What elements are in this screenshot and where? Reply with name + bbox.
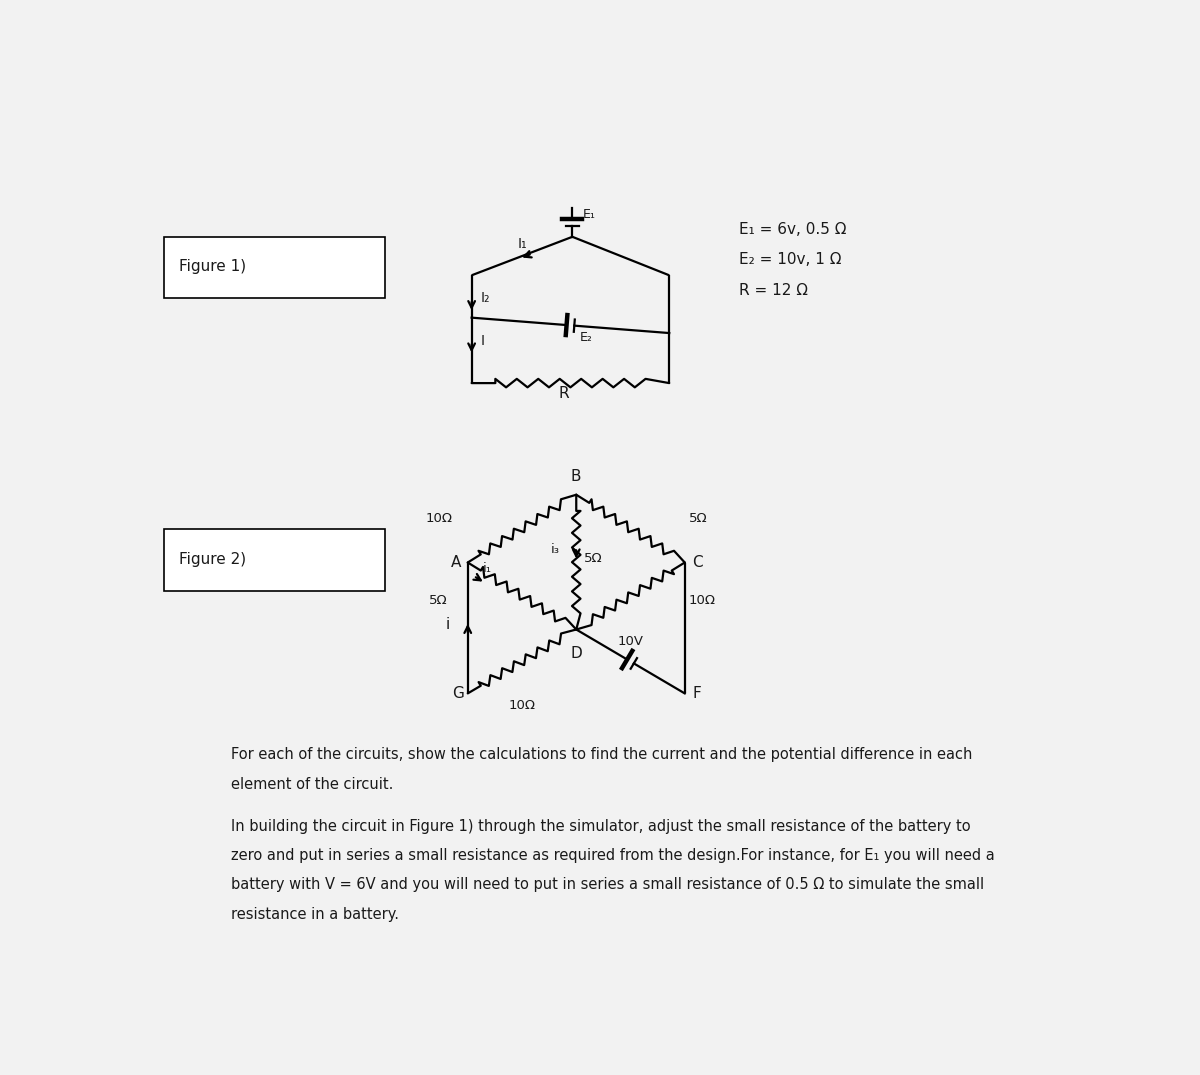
Text: For each of the circuits, show the calculations to find the current and the pote: For each of the circuits, show the calcu… (232, 747, 973, 762)
Text: element of the circuit.: element of the circuit. (232, 776, 394, 791)
Text: B: B (571, 469, 582, 484)
Text: I₂: I₂ (481, 291, 491, 305)
Text: R = 12 Ω: R = 12 Ω (739, 283, 808, 298)
Text: 10V: 10V (618, 635, 643, 648)
Text: G: G (452, 686, 464, 701)
Text: resistance in a battery.: resistance in a battery. (232, 906, 400, 921)
Text: i₃: i₃ (551, 543, 559, 556)
Text: E₂: E₂ (580, 331, 593, 344)
Text: R: R (559, 387, 570, 401)
Text: E₁: E₁ (582, 207, 595, 220)
FancyBboxPatch shape (164, 236, 385, 299)
Text: 5Ω: 5Ω (430, 593, 448, 606)
Text: battery with V = 6V and you will need to put in series a small resistance of 0.5: battery with V = 6V and you will need to… (232, 877, 984, 892)
Text: F: F (692, 686, 701, 701)
Text: 5Ω: 5Ω (584, 553, 602, 565)
FancyBboxPatch shape (164, 529, 385, 591)
Text: In building the circuit in Figure 1) through the simulator, adjust the small res: In building the circuit in Figure 1) thr… (232, 819, 971, 834)
Text: 10Ω: 10Ω (425, 513, 452, 526)
Text: Figure 1): Figure 1) (180, 259, 246, 274)
Text: D: D (570, 646, 582, 661)
Text: 10Ω: 10Ω (689, 593, 715, 606)
Text: I₁: I₁ (517, 238, 527, 252)
Text: I: I (481, 333, 485, 347)
Text: Figure 2): Figure 2) (180, 551, 246, 567)
Text: 5Ω: 5Ω (689, 513, 707, 526)
Text: A: A (451, 555, 461, 570)
Text: C: C (692, 555, 703, 570)
Text: E₁ = 6v, 0.5 Ω: E₁ = 6v, 0.5 Ω (739, 221, 846, 236)
Text: i₁: i₁ (484, 562, 492, 575)
Text: i: i (446, 617, 450, 632)
Text: E₂ = 10v, 1 Ω: E₂ = 10v, 1 Ω (739, 253, 841, 268)
Text: 10Ω: 10Ω (509, 699, 535, 712)
Text: zero and put in series a small resistance as required from the design.For instan: zero and put in series a small resistanc… (232, 848, 995, 863)
